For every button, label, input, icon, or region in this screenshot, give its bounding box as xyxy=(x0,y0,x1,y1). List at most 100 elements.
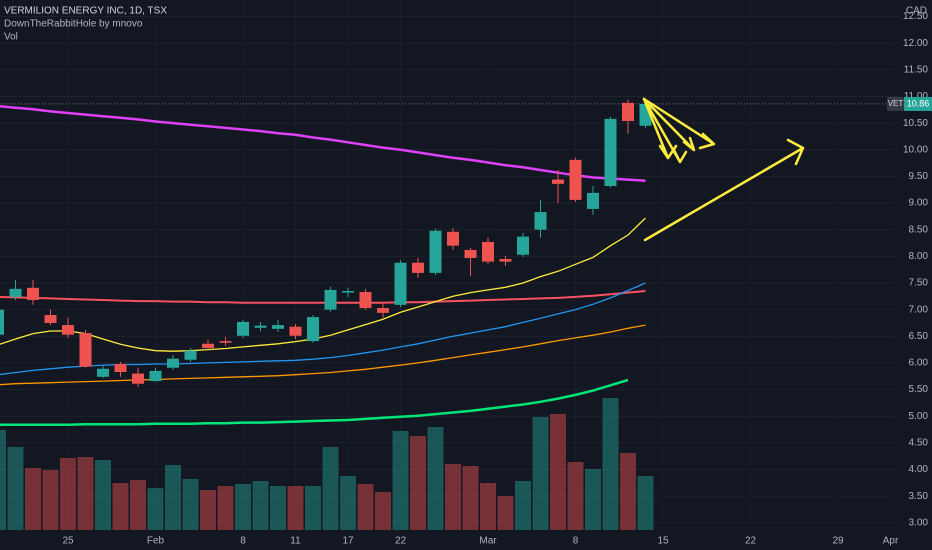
y-tick-label: 7.00 xyxy=(909,304,929,315)
candle-body xyxy=(62,325,74,335)
y-tick-label: 3.50 xyxy=(909,491,929,502)
volume-bar xyxy=(25,468,41,530)
candle-body xyxy=(184,350,197,360)
volume-bar xyxy=(637,476,654,530)
y-tick-label: 12.00 xyxy=(903,38,928,49)
x-tick-label: 8 xyxy=(573,536,579,547)
price-axis: 3.00 3.50 4.00 4.50 5.00 5.50 6.00 6.50 7.00 7.50… xyxy=(887,0,932,550)
y-tick-label: 4.50 xyxy=(909,438,929,449)
candle-body xyxy=(9,288,22,297)
candle-body xyxy=(289,326,302,336)
volume-bar xyxy=(95,460,111,530)
volume-bar xyxy=(357,484,374,530)
volume-bar xyxy=(147,488,164,530)
candle-body xyxy=(114,364,127,372)
x-tick-label: 29 xyxy=(832,536,844,547)
volume-bar xyxy=(550,414,566,530)
grid xyxy=(0,16,900,524)
volume-bar xyxy=(322,447,339,530)
volume-bar xyxy=(567,462,584,530)
volume-bar xyxy=(602,398,619,530)
volume-bar xyxy=(182,479,199,530)
candle-body xyxy=(499,259,512,262)
moving-average xyxy=(0,324,646,386)
x-tick-label: 22 xyxy=(745,536,757,547)
volume-bar xyxy=(77,457,94,530)
volume-bar xyxy=(480,483,496,530)
candle-body xyxy=(412,262,424,273)
y-tick-label: 9.00 xyxy=(909,198,929,209)
arrow xyxy=(643,138,805,242)
volume-bar xyxy=(410,436,426,530)
candle-body xyxy=(534,212,547,230)
axis-background xyxy=(900,0,932,550)
moving-average xyxy=(0,378,629,427)
price-tag: 10.86 xyxy=(907,98,930,108)
annotations xyxy=(642,97,805,242)
x-tick-label: 17 xyxy=(342,536,354,547)
candle-body xyxy=(79,333,92,367)
candle-body xyxy=(429,230,442,273)
volume-bar xyxy=(0,430,6,530)
volume-bar xyxy=(235,484,251,530)
volume-label: Vol xyxy=(4,32,18,43)
moving-average xyxy=(0,282,646,376)
candle-body xyxy=(377,308,389,313)
candle-body xyxy=(569,159,582,200)
candle-body xyxy=(44,314,57,323)
volume-bar xyxy=(392,431,409,530)
volume-bar xyxy=(340,476,356,530)
y-tick-label: 6.00 xyxy=(909,358,929,369)
volume-bar xyxy=(42,470,59,530)
symbol-tag-bg xyxy=(887,96,904,111)
y-tick-label: 12.50 xyxy=(903,11,928,22)
candle-layer xyxy=(0,99,652,387)
volume-bar xyxy=(445,464,461,530)
candle-body xyxy=(447,231,459,246)
x-tick-label: 11 xyxy=(290,536,301,547)
volume-bar xyxy=(620,453,636,530)
candle-body xyxy=(482,241,494,262)
symbol-tag: VET xyxy=(888,99,904,108)
y-tick-label: 7.50 xyxy=(909,278,929,289)
x-tick-label: 25 xyxy=(62,536,74,547)
currency: CAD xyxy=(906,6,927,17)
candle-body xyxy=(272,325,284,329)
x-tick-label: Apr xyxy=(883,536,899,547)
volume-bar xyxy=(165,465,181,530)
y-tick-label: 3.00 xyxy=(909,517,929,528)
arrow xyxy=(642,97,696,152)
volume-bar xyxy=(7,447,24,530)
price-tag-bg xyxy=(904,96,932,111)
candle-body xyxy=(604,118,617,186)
candle-body xyxy=(202,343,214,349)
candle-body xyxy=(394,262,407,305)
x-tick-label: 15 xyxy=(657,536,669,547)
ma-layer xyxy=(0,105,646,427)
y-tick-label: 9.50 xyxy=(909,171,929,182)
y-tick-label: 10.50 xyxy=(903,118,928,129)
candle-body xyxy=(552,179,564,184)
volume-bar xyxy=(252,481,269,530)
candle-body xyxy=(27,287,39,301)
volume-bar xyxy=(270,486,286,530)
candle-body xyxy=(254,325,267,328)
indicator-label: DownTheRabbitHole by mnovo xyxy=(4,19,143,30)
chart-title: VERMILION ENERGY INC, 1D, TSX xyxy=(4,6,167,17)
candle-body xyxy=(517,236,529,255)
candle-body xyxy=(587,192,599,209)
volume-layer xyxy=(0,398,654,530)
arrow xyxy=(642,97,716,150)
volume-bar xyxy=(375,492,391,530)
y-tick-label: 4.00 xyxy=(909,464,929,475)
candle-body xyxy=(97,368,109,377)
candle-body xyxy=(622,102,634,121)
y-tick-label: 5.00 xyxy=(909,411,929,422)
volume-bar xyxy=(287,486,304,530)
x-tick-label: Mar xyxy=(479,536,497,547)
arrow xyxy=(642,97,688,164)
volume-bar xyxy=(462,466,479,530)
candle-body xyxy=(219,341,232,343)
candle-body xyxy=(342,290,354,293)
